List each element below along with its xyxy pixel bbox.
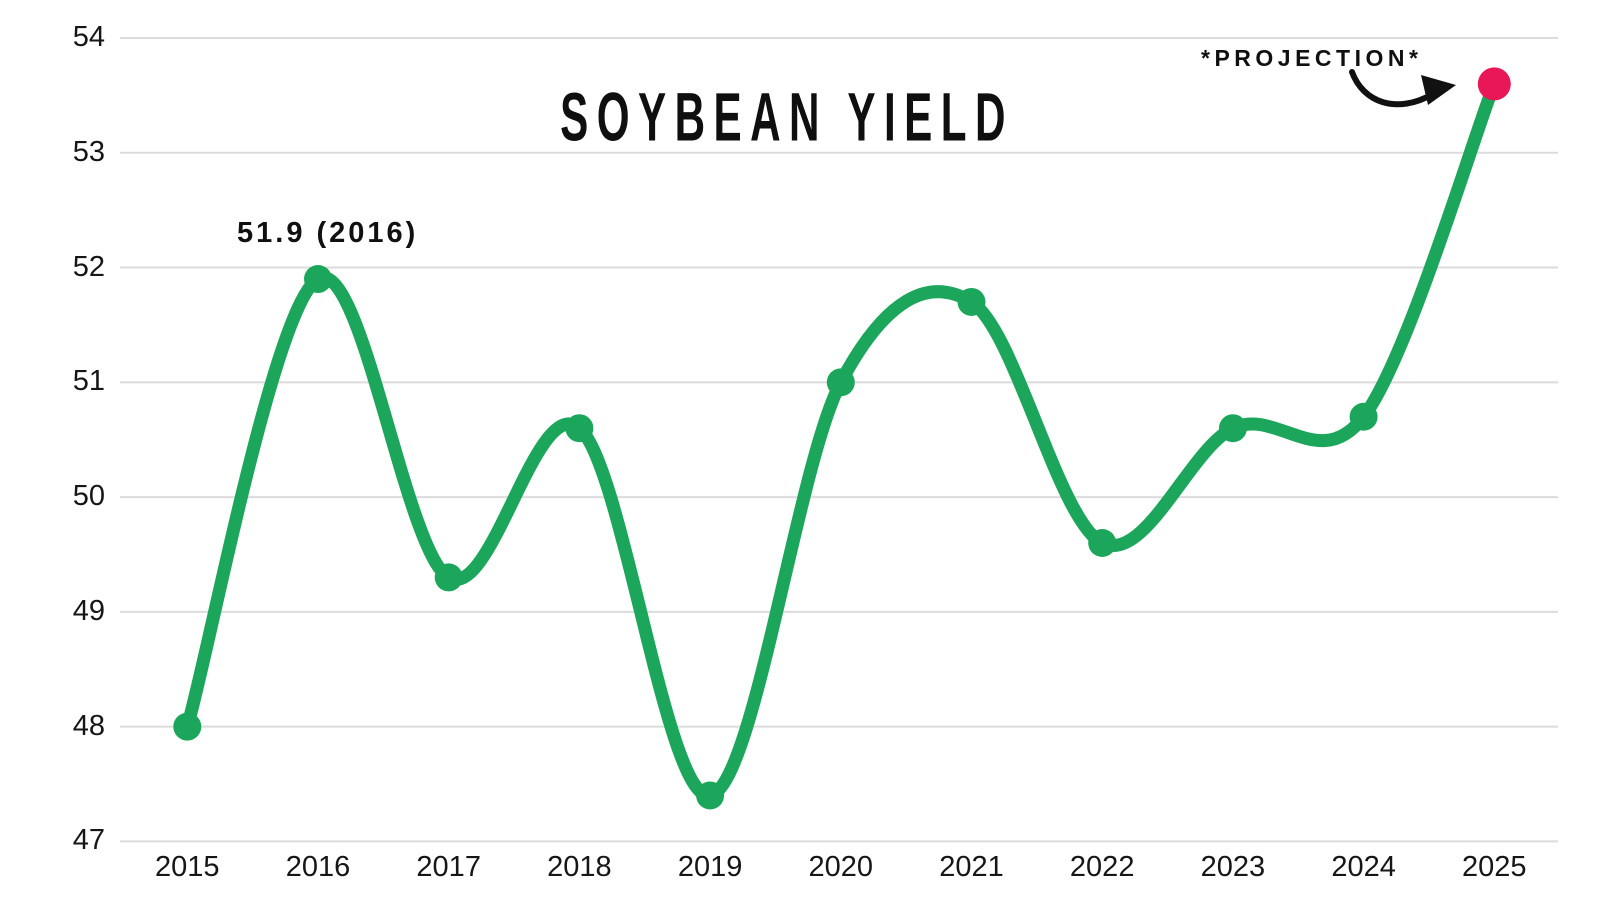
y-axis-label: 54 (72, 20, 105, 53)
data-point (173, 712, 202, 741)
y-axis-label: 49 (72, 594, 105, 627)
data-point (434, 563, 463, 592)
yield-line-series (180, 77, 1501, 802)
data-point (565, 414, 594, 443)
data-point (826, 368, 855, 397)
x-axis-label: 2021 (939, 851, 1004, 883)
data-point (1088, 528, 1117, 557)
x-axis-label: 2020 (808, 851, 874, 883)
data-point (1218, 414, 1247, 443)
projection-arrow-shaft (1349, 69, 1436, 108)
x-axis-label: 2015 (155, 851, 220, 883)
x-axis-label: 2019 (677, 851, 743, 883)
y-axis-label: 51 (72, 365, 105, 398)
projection-arrow-head (1421, 75, 1456, 105)
y-axis-label: 52 (72, 250, 105, 283)
x-axis-label: 2016 (285, 851, 351, 883)
x-axis-label: 2025 (1462, 851, 1527, 883)
y-axis-label: 50 (72, 479, 105, 512)
peak-value-annotation: 51.9 (2016) (237, 217, 419, 249)
x-axis-label: 2018 (547, 851, 612, 883)
data-point (957, 287, 986, 316)
data-point (304, 265, 332, 294)
x-axis-label: 2017 (416, 851, 481, 883)
x-axis-label: 2024 (1331, 851, 1396, 883)
x-axis-label: 2023 (1200, 851, 1266, 883)
data-point (1349, 402, 1378, 431)
y-axis-label: 53 (72, 135, 105, 168)
y-axis-label: 47 (72, 824, 105, 857)
projection-data-point (1477, 67, 1511, 101)
chart-title: SOYBEAN YIELD (560, 79, 1014, 156)
x-axis-label: 2022 (1069, 851, 1135, 883)
y-axis-label: 48 (72, 709, 105, 742)
data-point (696, 781, 725, 810)
projection-label: *PROJECTION* (1201, 45, 1423, 71)
